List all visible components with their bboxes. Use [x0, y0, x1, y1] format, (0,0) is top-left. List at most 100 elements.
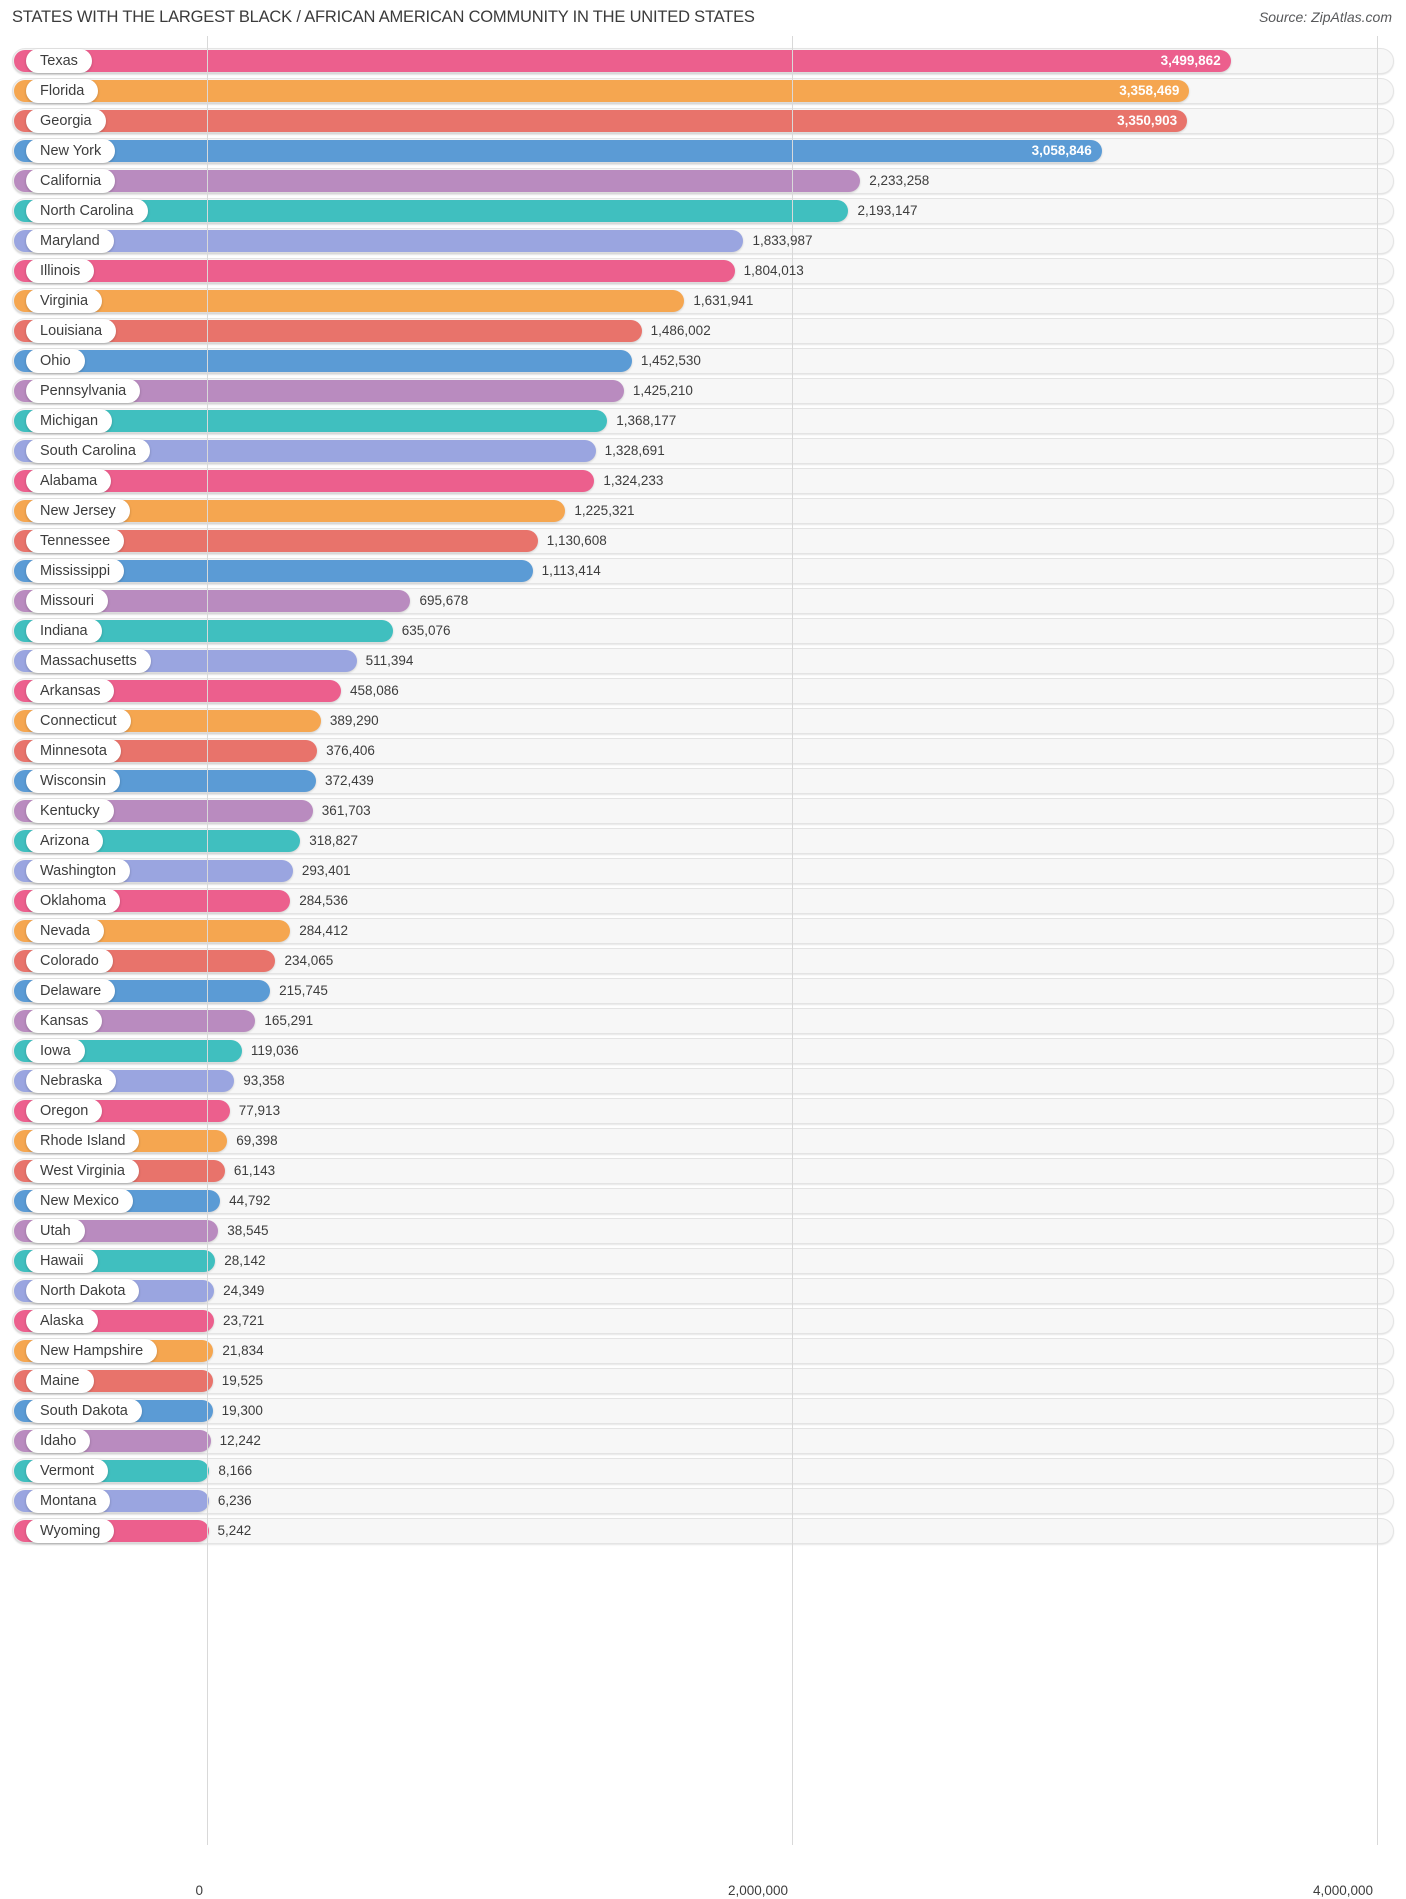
bar-row[interactable]: New Hampshire 21,834: [0, 1336, 1406, 1366]
bar-row[interactable]: New Mexico 44,792: [0, 1186, 1406, 1216]
bar-row[interactable]: Nebraska 93,358: [0, 1066, 1406, 1096]
bar-row[interactable]: Wyoming 5,242: [0, 1516, 1406, 1546]
category-label-pill: Massachusetts: [26, 649, 151, 673]
bar-row[interactable]: Delaware 215,745: [0, 976, 1406, 1006]
category-label: Rhode Island: [40, 1132, 126, 1149]
bar-row[interactable]: Idaho 12,242: [0, 1426, 1406, 1456]
bar-row[interactable]: Arkansas 458,086: [0, 676, 1406, 706]
value-bar[interactable]: [14, 560, 533, 582]
bar-row[interactable]: Indiana 635,076: [0, 616, 1406, 646]
bar-row[interactable]: Iowa 119,036: [0, 1036, 1406, 1066]
bar-row[interactable]: Montana 6,236: [0, 1486, 1406, 1516]
value-bar[interactable]: [14, 80, 1190, 102]
category-label: Virginia: [40, 292, 89, 309]
category-label: Iowa: [40, 1042, 71, 1059]
bar-row[interactable]: Hawaii 28,142: [0, 1246, 1406, 1276]
value-bar[interactable]: [14, 320, 642, 342]
bar-row[interactable]: Ohio 1,452,530: [0, 346, 1406, 376]
page-title: STATES WITH THE LARGEST BLACK / AFRICAN …: [12, 8, 755, 26]
bar-row[interactable]: Wisconsin 372,439: [0, 766, 1406, 796]
category-label-pill: Wyoming: [26, 1519, 115, 1543]
value-bar[interactable]: [14, 470, 595, 492]
value-bar[interactable]: [14, 620, 393, 642]
value-bar[interactable]: [14, 350, 632, 372]
bar-row[interactable]: Pennsylvania 1,425,210: [0, 376, 1406, 406]
category-label: New Mexico: [40, 1192, 119, 1209]
bar-row[interactable]: Vermont 8,166: [0, 1456, 1406, 1486]
category-label: Kentucky: [40, 802, 100, 819]
bar-row[interactable]: Nevada 284,412: [0, 916, 1406, 946]
bar-row[interactable]: Minnesota 376,406: [0, 736, 1406, 766]
bar-row[interactable]: North Dakota 24,349: [0, 1276, 1406, 1306]
bar-row[interactable]: California 2,233,258: [0, 166, 1406, 196]
bar-row[interactable]: South Dakota 19,300: [0, 1396, 1406, 1426]
bar-row[interactable]: New Jersey 1,225,321: [0, 496, 1406, 526]
bar-track: [12, 1308, 1394, 1334]
value-label: 1,425,210: [632, 383, 693, 399]
bar-row[interactable]: Michigan 1,368,177: [0, 406, 1406, 436]
category-label-pill: Virginia: [26, 289, 103, 313]
category-label-pill: Connecticut: [26, 709, 131, 733]
value-bar[interactable]: [14, 410, 608, 432]
value-bar[interactable]: [14, 530, 538, 552]
bar-row[interactable]: Washington 293,401: [0, 856, 1406, 886]
bar-row[interactable]: Oregon 77,913: [0, 1096, 1406, 1126]
category-label-pill: New Hampshire: [26, 1339, 158, 1363]
category-label: California: [40, 172, 102, 189]
bar-row[interactable]: Kansas 165,291: [0, 1006, 1406, 1036]
value-bar[interactable]: [14, 50, 1231, 72]
bar-row[interactable]: Utah 38,545: [0, 1216, 1406, 1246]
axis-tick-label: 2,000,000: [727, 1883, 788, 1898]
bar-row[interactable]: Tennessee 1,130,608: [0, 526, 1406, 556]
source-attribution: Source: ZipAtlas.com: [1258, 9, 1392, 25]
bar-row[interactable]: Texas 3,499,862: [0, 46, 1406, 76]
bar-row[interactable]: South Carolina 1,328,691: [0, 436, 1406, 466]
value-label: 12,242: [219, 1433, 261, 1449]
category-label-pill: Michigan: [26, 409, 113, 433]
value-label: 1,804,013: [743, 263, 804, 279]
value-label: 165,291: [264, 1013, 314, 1029]
value-label: 635,076: [401, 623, 451, 639]
bar-row[interactable]: Alaska 23,721: [0, 1306, 1406, 1336]
value-bar[interactable]: [14, 230, 744, 252]
bar-row[interactable]: Florida 3,358,469: [0, 76, 1406, 106]
bar-row[interactable]: West Virginia 61,143: [0, 1156, 1406, 1186]
bar-row[interactable]: Arizona 318,827: [0, 826, 1406, 856]
value-bar[interactable]: [14, 170, 861, 192]
bar-row[interactable]: Missouri 695,678: [0, 586, 1406, 616]
bar-row[interactable]: Alabama 1,324,233: [0, 466, 1406, 496]
value-bar[interactable]: [14, 200, 849, 222]
bar-row[interactable]: Illinois 1,804,013: [0, 256, 1406, 286]
value-bar[interactable]: [14, 140, 1102, 162]
value-bar[interactable]: [14, 380, 624, 402]
bar-row[interactable]: Rhode Island 69,398: [0, 1126, 1406, 1156]
category-label: Tennessee: [40, 532, 111, 549]
bar-row[interactable]: Mississippi 1,113,414: [0, 556, 1406, 586]
bar-row[interactable]: Maine 19,525: [0, 1366, 1406, 1396]
category-label: Michigan: [40, 412, 99, 429]
value-label: 1,631,941: [693, 293, 754, 309]
bar-track: [12, 1218, 1394, 1244]
bar-row[interactable]: Maryland 1,833,987: [0, 226, 1406, 256]
value-bar[interactable]: [14, 440, 596, 462]
category-label-pill: Alaska: [26, 1309, 98, 1333]
bar-row[interactable]: Georgia 3,350,903: [0, 106, 1406, 136]
category-label: Kansas: [40, 1012, 89, 1029]
value-bar[interactable]: [14, 500, 566, 522]
category-label-pill: Rhode Island: [26, 1129, 140, 1153]
bar-row[interactable]: Oklahoma 284,536: [0, 886, 1406, 916]
value-bar[interactable]: [14, 260, 735, 282]
bar-row[interactable]: Connecticut 389,290: [0, 706, 1406, 736]
value-bar[interactable]: [14, 590, 411, 612]
bar-row[interactable]: Virginia 1,631,941: [0, 286, 1406, 316]
value-bar[interactable]: [14, 110, 1188, 132]
bar-row[interactable]: New York 3,058,846: [0, 136, 1406, 166]
bar-row[interactable]: North Carolina 2,193,147: [0, 196, 1406, 226]
category-label: Wisconsin: [40, 772, 107, 789]
bar-row[interactable]: Massachusetts 511,394: [0, 646, 1406, 676]
bar-row[interactable]: Kentucky 361,703: [0, 796, 1406, 826]
bar-row[interactable]: Louisiana 1,486,002: [0, 316, 1406, 346]
value-label: 1,225,321: [574, 503, 635, 519]
bar-row[interactable]: Colorado 234,065: [0, 946, 1406, 976]
value-bar[interactable]: [14, 290, 685, 312]
